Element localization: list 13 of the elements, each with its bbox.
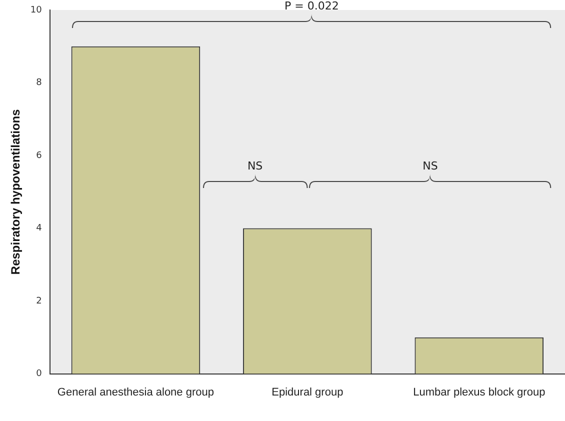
y-axis-title: Respiratory hypoventilations — [8, 108, 23, 275]
y-tick-label: 8 — [36, 78, 42, 88]
x-tick-label: Lumbar plexus block group — [413, 386, 546, 398]
x-tick-label: General anesthesia alone group — [57, 386, 214, 398]
y-tick-label: 10 — [30, 5, 42, 16]
y-tick-label: 6 — [36, 150, 42, 161]
y-tick-label: 2 — [36, 296, 42, 306]
y-tick-label: 0 — [36, 369, 42, 380]
annotation: P = 0.022 — [284, 0, 339, 12]
annotation: NS — [422, 159, 438, 172]
annotation: NS — [247, 159, 263, 172]
x-tick-label: Epidural group — [272, 386, 344, 398]
y-tick-label: 4 — [36, 224, 42, 234]
